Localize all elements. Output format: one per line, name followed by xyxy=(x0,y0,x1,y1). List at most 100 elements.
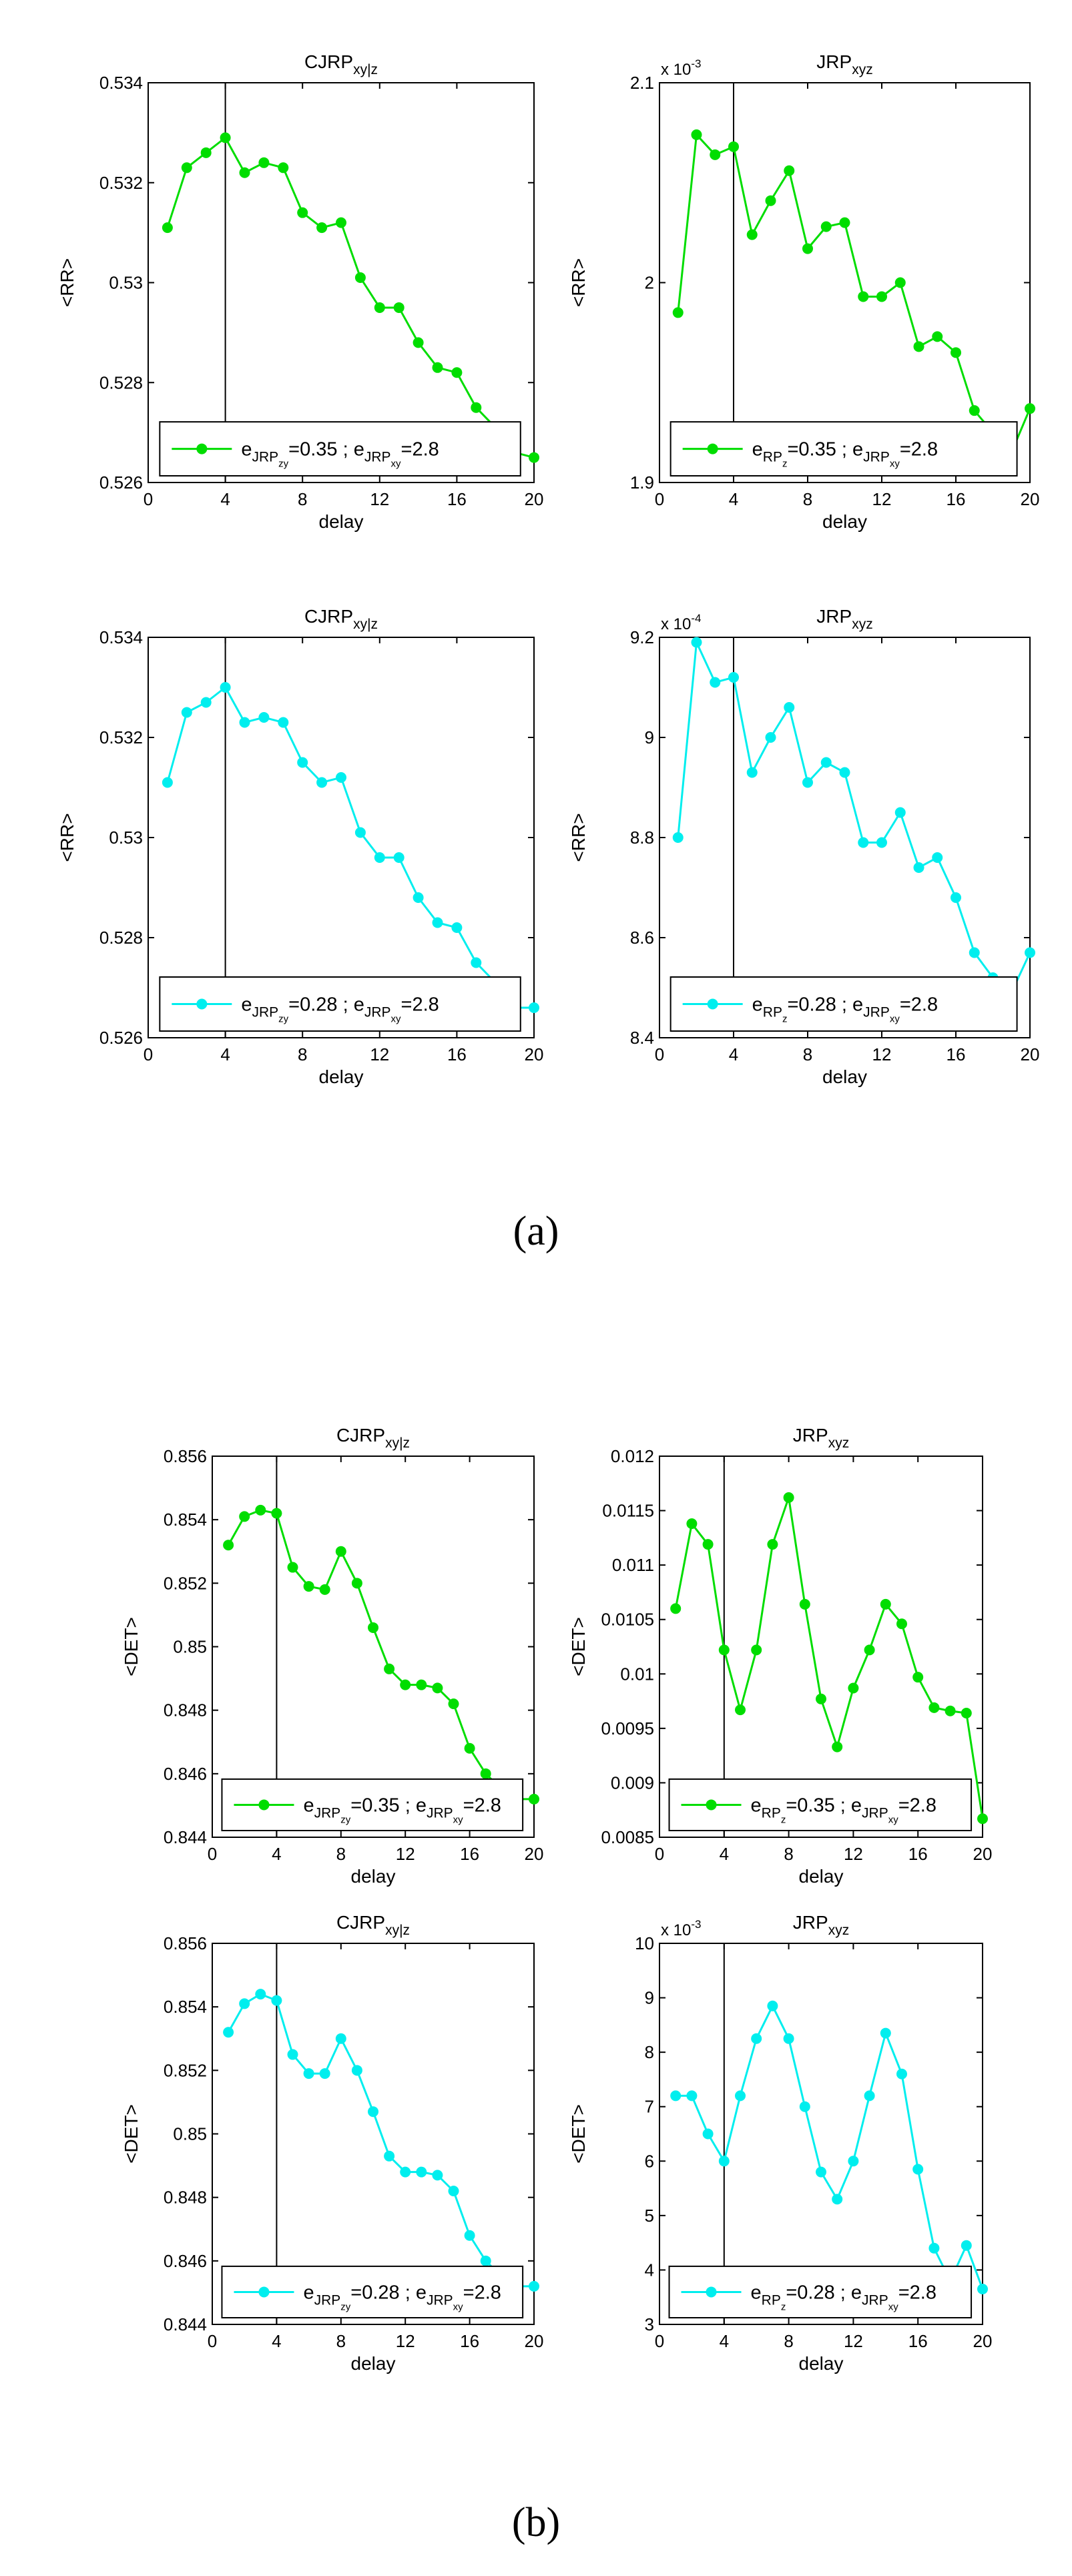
scale-base: x 10 xyxy=(661,615,691,633)
data-point xyxy=(686,2090,698,2102)
data-point xyxy=(816,2166,826,2178)
y-tick-label: 0.526 xyxy=(99,1028,143,1048)
data-point xyxy=(303,2068,314,2079)
plot-frame xyxy=(212,1943,535,2325)
x-axis-label: delay xyxy=(799,1866,844,1887)
data-point xyxy=(297,207,308,218)
y-tick-label: 5 xyxy=(645,2206,654,2226)
x-tick-label: 4 xyxy=(220,1044,230,1064)
x-tick-label: 0 xyxy=(208,1844,217,1864)
data-point xyxy=(258,157,270,168)
data-point xyxy=(928,2242,940,2254)
legend-label: eRPz=0.28 ; eJRPxy=2.8 xyxy=(752,994,938,1025)
data-point xyxy=(802,243,813,254)
x-tick-label: 20 xyxy=(1021,1044,1040,1064)
data-point xyxy=(702,1539,714,1550)
x-tick-label: 16 xyxy=(908,1844,928,1864)
chart-title: CJRPxy|z xyxy=(304,51,378,77)
data-point xyxy=(239,1998,250,2009)
data-point xyxy=(400,1679,411,1690)
data-point xyxy=(432,362,443,373)
data-point xyxy=(220,682,231,693)
legend-swatch-marker xyxy=(196,998,208,1010)
series-line xyxy=(677,638,1031,994)
y-tick-label: 0.0105 xyxy=(601,1610,654,1630)
x-tick-label: 16 xyxy=(947,1044,966,1064)
y-tick-label: 0.534 xyxy=(99,627,143,647)
legend-subscript: JRP xyxy=(364,1005,391,1020)
chart-title: CJRPxy|z xyxy=(336,1425,410,1451)
data-point xyxy=(316,777,328,788)
data-point xyxy=(374,302,385,313)
series-line xyxy=(166,136,535,459)
data-point xyxy=(912,2164,924,2175)
chart-title-sub: xy|z xyxy=(385,1435,410,1451)
data-point xyxy=(303,1581,314,1592)
legend-swatch-marker xyxy=(706,1799,717,1811)
legend-subsubscript: xy xyxy=(453,2301,464,2312)
scale-exponent: -3 xyxy=(691,57,701,70)
data-point xyxy=(913,341,924,352)
data-point xyxy=(848,2156,859,2167)
legend-label: eRPz=0.28 ; eJRPxy=2.8 xyxy=(751,2282,936,2312)
data-point xyxy=(880,2027,891,2039)
x-tick-label: 0 xyxy=(655,1844,664,1864)
y-tick-label: 0.854 xyxy=(164,1997,207,2017)
data-point xyxy=(839,767,850,778)
y-tick-label: 2 xyxy=(645,273,654,293)
data-point xyxy=(464,2230,475,2241)
y-axis-label: <DET> xyxy=(121,1617,142,1676)
data-point xyxy=(894,277,906,288)
data-point xyxy=(278,162,289,174)
data-point xyxy=(432,2170,443,2181)
legend-text: =2.8 xyxy=(463,2282,501,2303)
x-tick-label: 20 xyxy=(525,2331,544,2351)
legend-subsubscript: z xyxy=(782,1014,788,1025)
legend-text: =0.28 ; e xyxy=(786,2282,862,2303)
data-point xyxy=(691,637,702,648)
data-point xyxy=(471,402,482,413)
legend-text: =2.8 xyxy=(401,994,439,1016)
legend-text: e xyxy=(303,2282,314,2303)
x-axis-label: delay xyxy=(351,2353,396,2374)
data-point xyxy=(765,732,776,743)
chart-title: CJRPxy|z xyxy=(336,1912,410,1938)
data-point xyxy=(200,697,212,708)
data-point xyxy=(686,1518,698,1530)
y-tick-label: 0.844 xyxy=(164,2314,207,2334)
data-point xyxy=(413,892,424,903)
legend-text: =2.8 xyxy=(900,439,938,460)
x-tick-label: 20 xyxy=(525,489,544,509)
x-tick-label: 4 xyxy=(729,489,738,509)
x-tick-label: 12 xyxy=(872,1044,892,1064)
panel-label-b: (b) xyxy=(511,2500,561,2545)
legend-text: e xyxy=(751,2282,762,2303)
y-axis-label: <RR> xyxy=(57,258,77,307)
data-point xyxy=(977,1813,988,1825)
y-axis-label: <RR> xyxy=(568,813,589,862)
data-point xyxy=(672,307,684,318)
data-point xyxy=(393,302,405,313)
y-tick-label: 0.848 xyxy=(164,1700,207,1720)
data-point xyxy=(1025,947,1035,958)
y-tick-label: 0.0115 xyxy=(602,1501,654,1521)
x-axis-label: delay xyxy=(822,511,867,532)
legend-text: e xyxy=(752,439,763,460)
y-tick-label: 8.6 xyxy=(630,928,654,948)
x-tick-label: 8 xyxy=(298,1044,307,1064)
data-point xyxy=(297,757,308,768)
data-point xyxy=(728,672,739,683)
y-tick-label: 0.528 xyxy=(99,372,143,392)
scale-base: x 10 xyxy=(661,1921,691,1939)
legend-text: =0.35 ; e xyxy=(350,1795,427,1816)
x-tick-label: 8 xyxy=(784,1844,793,1864)
y-axis-label: <DET> xyxy=(121,2104,142,2164)
y-tick-label: 0.846 xyxy=(164,2251,207,2271)
chart-title-main: CJRP xyxy=(336,1425,385,1445)
legend-swatch-marker xyxy=(707,998,718,1010)
legend-subsubscript: z xyxy=(782,458,788,470)
x-tick-label: 16 xyxy=(460,1844,479,1864)
legend-subsubscript: xy xyxy=(888,2301,899,2312)
